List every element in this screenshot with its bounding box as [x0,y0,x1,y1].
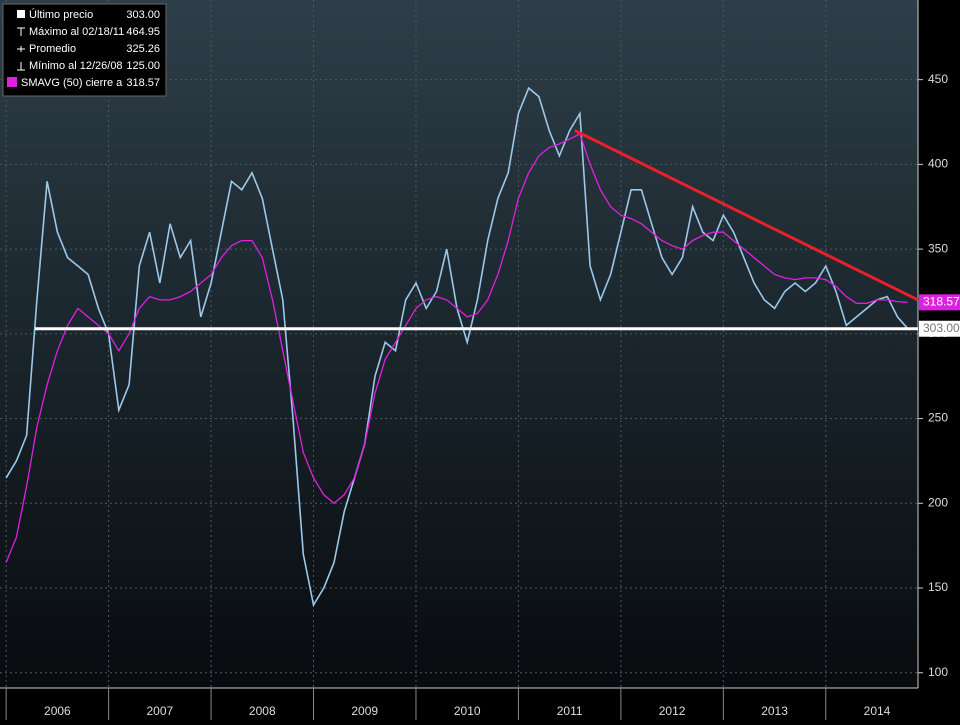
legend-value: 464.95 [126,26,160,38]
y-tick-label: 150 [928,580,948,594]
last-value-label: 318.57 [923,295,960,309]
legend-icon [7,77,17,87]
x-axis-band [0,688,918,720]
legend-label: Mínimo al 12/26/08 [29,60,123,72]
y-tick-label: 250 [928,411,948,425]
y-tick-label: 400 [928,157,948,171]
legend-label: SMAVG (50) cierre a [21,77,123,89]
legend-icon [17,10,25,18]
y-tick-label: 100 [928,665,948,679]
last-value-badge [919,294,960,311]
legend-value: 318.57 [126,77,160,89]
legend-icon [17,27,25,36]
legend-label: Máximo al 02/18/11 [29,26,124,38]
legend-label: Último precio [29,8,93,21]
x-tick-label: 2014 [864,704,891,718]
legend-value: 303.00 [126,9,160,21]
legend-value: 125.00 [126,60,160,72]
plot-background [0,0,918,688]
moving-average-line [5,132,908,563]
legend-label: Promedio [29,43,76,55]
x-tick-label: 2008 [249,704,276,718]
y-tick-label: 450 [928,72,948,86]
legend-box [2,3,167,97]
y-tick-label: 350 [928,241,948,255]
last-value-label: 303.00 [923,321,960,335]
x-tick-label: 2012 [659,704,686,718]
y-axis-band [918,0,960,720]
x-tick-label: 2011 [557,704,583,718]
y-tick-label: 200 [928,495,948,509]
legend-icon [17,62,25,71]
x-tick-label: 2009 [351,704,378,718]
x-tick-label: 2010 [454,704,481,718]
x-tick-label: 2006 [44,704,71,718]
legend-icon [17,46,25,52]
x-tick-label: 2013 [761,704,788,718]
legend: Último precio 303.00 Máximo al 02/18/11 … [2,3,167,97]
legend-value: 325.26 [126,43,160,55]
trend-line [574,129,919,302]
last-value-badge [919,320,960,337]
x-tick-label: 2007 [146,704,173,718]
